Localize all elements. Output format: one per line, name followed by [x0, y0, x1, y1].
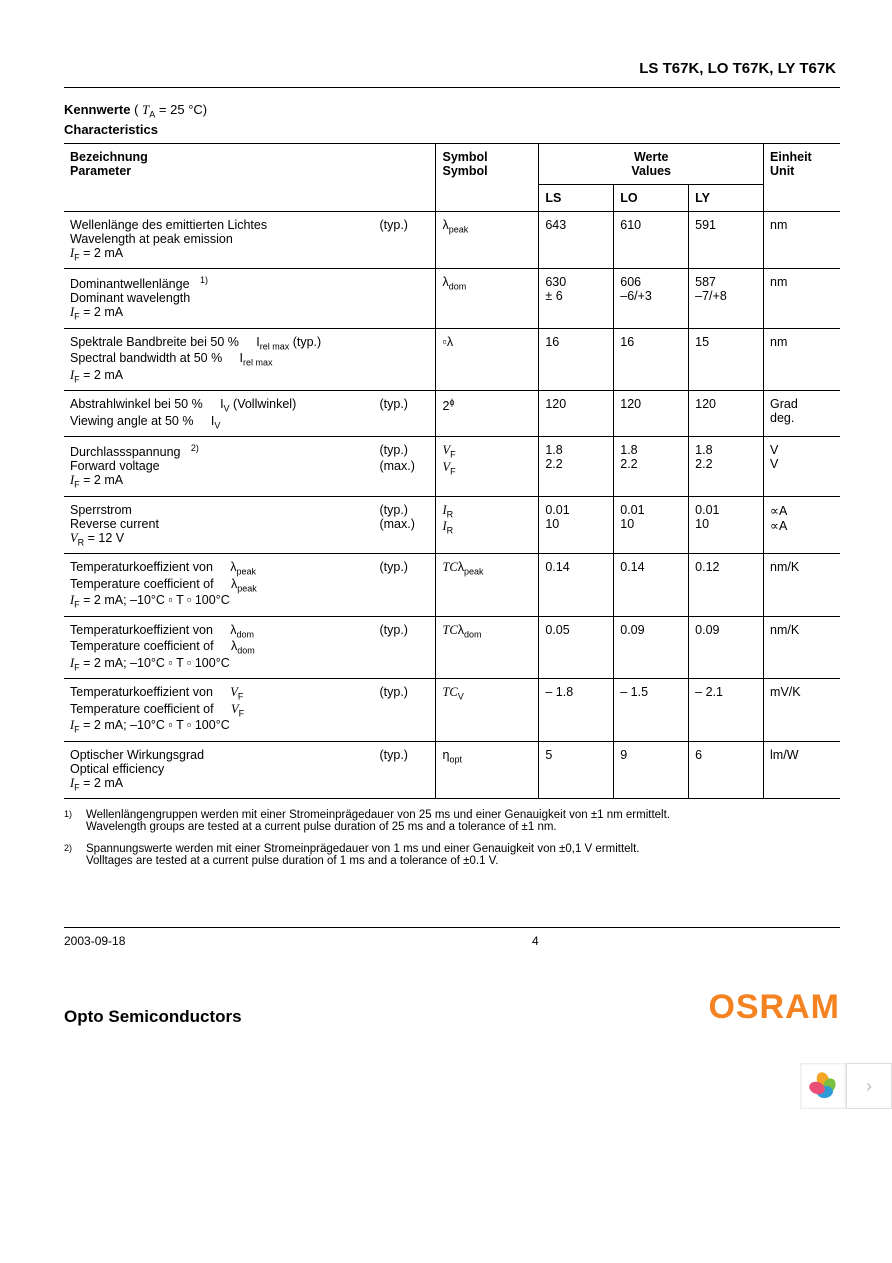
value-cell: 0.14 — [539, 554, 614, 617]
parameter-cell: Optischer Wirkungsgrad(typ.)Optical effi… — [64, 741, 436, 799]
footer-rule — [64, 927, 840, 928]
table-row: Abstrahlwinkel bei 50 % IV (Vollwinkel)(… — [64, 391, 840, 437]
value-cell: 630± 6 — [539, 269, 614, 329]
parameter-cell: Abstrahlwinkel bei 50 % IV (Vollwinkel)(… — [64, 391, 436, 437]
value-cell: 0.09 — [614, 616, 689, 679]
symbol-cell: TCλdom — [436, 616, 539, 679]
footnote: 2)Spannungswerte werden mit einer Strome… — [64, 843, 840, 867]
value-cell: 15 — [689, 328, 764, 391]
value-cell: 0.0110 — [614, 496, 689, 554]
page-thumbnail[interactable] — [800, 1063, 846, 1109]
col-ls: LS — [539, 184, 614, 211]
col-values: Werte Values — [539, 143, 764, 184]
table-row: Spektrale Bandbreite bei 50 % Irel max (… — [64, 328, 840, 391]
value-cell: 587–7/+8 — [689, 269, 764, 329]
kennwerte-label: Kennwerte — [64, 102, 130, 117]
table-row: Temperaturkoeffizient von λdom(typ.)Temp… — [64, 616, 840, 679]
unit-cell: VV — [764, 437, 840, 497]
value-cell: 610 — [614, 211, 689, 269]
parameter-cell: Temperaturkoeffizient von VF(typ.)Temper… — [64, 679, 436, 742]
product-header: LS T67K, LO T67K, LY T67K — [64, 60, 840, 77]
value-cell: 120 — [539, 391, 614, 437]
value-cell: 0.0110 — [689, 496, 764, 554]
symbol-cell: ▫λ — [436, 328, 539, 391]
symbol-cell: IRIR — [436, 496, 539, 554]
symbol-cell: VFVF — [436, 437, 539, 497]
unit-cell: nm — [764, 328, 840, 391]
unit-cell: lm/W — [764, 741, 840, 799]
table-row: Temperaturkoeffizient von VF(typ.)Temper… — [64, 679, 840, 742]
parameter-cell: Wellenlänge des emittierten Lichtes(typ.… — [64, 211, 436, 269]
parameter-cell: Durchlassspannung 2)(typ.)Forward voltag… — [64, 437, 436, 497]
table-row: Wellenlänge des emittierten Lichtes(typ.… — [64, 211, 840, 269]
value-cell: 120 — [614, 391, 689, 437]
table-row: Temperaturkoeffizient von λpeak(typ.)Tem… — [64, 554, 840, 617]
value-cell: 1.82.2 — [539, 437, 614, 497]
value-cell: 0.0110 — [539, 496, 614, 554]
footer-page: 4 — [372, 934, 840, 948]
table-row: Dominantwellenlänge 1)Dominant wavelengt… — [64, 269, 840, 329]
col-unit: Einheit Unit — [764, 143, 840, 211]
symbol-cell: ηopt — [436, 741, 539, 799]
section-characteristics: Characteristics — [64, 122, 840, 137]
brand-logo: OSRAM — [708, 988, 840, 1027]
brand-row: Opto Semiconductors OSRAM — [64, 988, 840, 1037]
brand-division: Opto Semiconductors — [64, 1007, 708, 1027]
value-cell: 643 — [539, 211, 614, 269]
value-cell: 1.82.2 — [689, 437, 764, 497]
symbol-cell: 2ϕ — [436, 391, 539, 437]
col-parameter: Bezeichnung Parameter — [64, 143, 436, 211]
parameter-cell: Temperaturkoeffizient von λpeak(typ.)Tem… — [64, 554, 436, 617]
chevron-right-icon: › — [866, 1076, 872, 1097]
value-cell: 16 — [614, 328, 689, 391]
unit-cell: mV/K — [764, 679, 840, 742]
value-cell: 606–6/+3 — [614, 269, 689, 329]
symbol-cell: λdom — [436, 269, 539, 329]
value-cell: 5 — [539, 741, 614, 799]
unit-cell: ∝A∝A — [764, 496, 840, 554]
unit-cell: nm — [764, 211, 840, 269]
page-nav-widget: › — [0, 1063, 892, 1109]
footer-date: 2003-09-18 — [64, 934, 372, 948]
value-cell: 0.14 — [614, 554, 689, 617]
parameter-cell: Dominantwellenlänge 1)Dominant wavelengt… — [64, 269, 436, 329]
value-cell: 0.05 — [539, 616, 614, 679]
value-cell: 0.12 — [689, 554, 764, 617]
datasheet-page: LS T67K, LO T67K, LY T67K Kennwerte ( TA… — [0, 0, 892, 1057]
unit-cell: Graddeg. — [764, 391, 840, 437]
parameter-cell: Sperrstrom(typ.)Reverse current(max.)VR … — [64, 496, 436, 554]
value-cell: 9 — [614, 741, 689, 799]
symbol-cell: TCV — [436, 679, 539, 742]
unit-cell: nm — [764, 269, 840, 329]
col-ly: LY — [689, 184, 764, 211]
footnotes: 1)Wellenlängengruppen werden mit einer S… — [64, 809, 840, 867]
unit-cell: nm/K — [764, 616, 840, 679]
parameter-cell: Temperaturkoeffizient von λdom(typ.)Temp… — [64, 616, 436, 679]
value-cell: 591 — [689, 211, 764, 269]
table-row: Optischer Wirkungsgrad(typ.)Optical effi… — [64, 741, 840, 799]
value-cell: 1.82.2 — [614, 437, 689, 497]
characteristics-table: Bezeichnung Parameter Symbol Symbol Wert… — [64, 143, 840, 800]
next-page-button[interactable]: › — [846, 1063, 892, 1109]
value-cell: – 1.8 — [539, 679, 614, 742]
table-row: Durchlassspannung 2)(typ.)Forward voltag… — [64, 437, 840, 497]
value-cell: 16 — [539, 328, 614, 391]
footer: 2003-09-18 4 — [64, 934, 840, 948]
value-cell: 0.09 — [689, 616, 764, 679]
value-cell: – 2.1 — [689, 679, 764, 742]
symbol-cell: TCλpeak — [436, 554, 539, 617]
col-symbol: Symbol Symbol — [436, 143, 539, 211]
header-rule — [64, 87, 840, 88]
symbol-cell: λpeak — [436, 211, 539, 269]
table-row: Sperrstrom(typ.)Reverse current(max.)VR … — [64, 496, 840, 554]
parameter-cell: Spektrale Bandbreite bei 50 % Irel max (… — [64, 328, 436, 391]
unit-cell: nm/K — [764, 554, 840, 617]
value-cell: 120 — [689, 391, 764, 437]
value-cell: 6 — [689, 741, 764, 799]
section-kennwerte: Kennwerte ( TA = 25 °C) — [64, 102, 840, 120]
col-lo: LO — [614, 184, 689, 211]
value-cell: – 1.5 — [614, 679, 689, 742]
footnote: 1)Wellenlängengruppen werden mit einer S… — [64, 809, 840, 833]
